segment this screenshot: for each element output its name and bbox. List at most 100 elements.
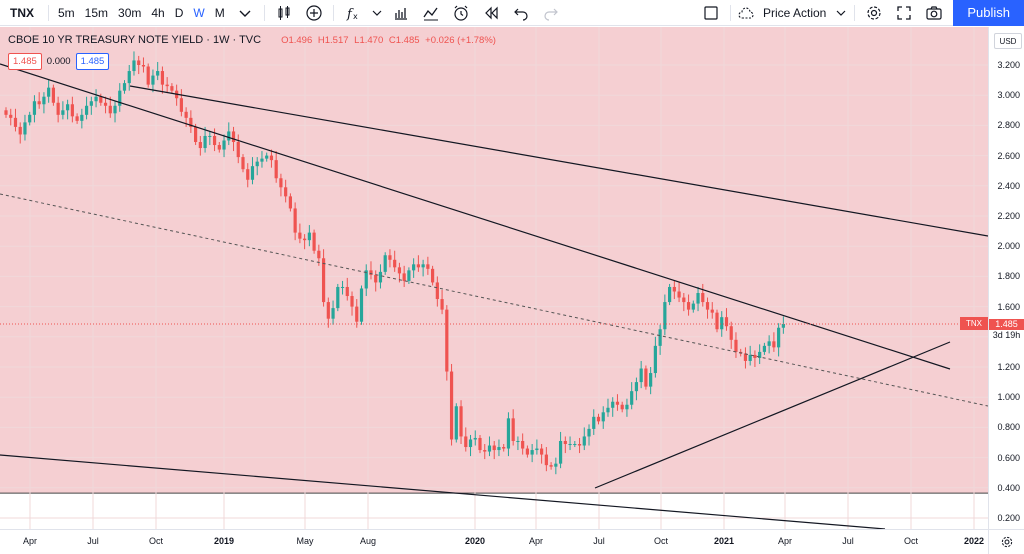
candle-body [459,406,463,437]
candle-body [426,264,430,269]
candle-body [250,166,255,180]
compare-line-chart-icon[interactable] [416,0,446,26]
cloud-save-icon[interactable] [735,0,757,26]
fullscreen-icon[interactable] [889,0,919,26]
candle-body [151,75,155,85]
price-tick-label: 0.200 [997,513,1020,523]
candle-body [686,302,691,310]
interval-30m-button[interactable]: 30m [118,5,142,20]
interval-15m-button[interactable]: 15m [84,5,109,20]
currency-button[interactable]: USD [994,33,1022,49]
bid-price-box[interactable]: 1.485 [8,53,42,70]
candle-body [682,297,686,303]
time-axis[interactable]: Apr Jul Oct 2019 May Aug 2020 Apr Jul Oct 2021 Apr J… [0,529,988,554]
candle-body [217,145,221,150]
candle-body [724,317,729,327]
price-axis[interactable]: 3.200 3.000 2.800 2.600 2.400 2.200 2.000 1.800… [988,27,1024,529]
candle-body [767,341,771,346]
time-tick-label: 2020 [464,536,486,546]
candle-body [435,282,439,300]
candle-body [246,169,250,180]
last-price-label: 1.485 3d 19h [989,317,1024,342]
candle-body [227,131,231,141]
snapshot-camera-icon[interactable] [919,0,949,26]
interval-5m-button[interactable]: 5m [58,5,75,20]
publish-button[interactable]: Publish [953,0,1024,26]
candle-body [156,71,160,76]
layout-chevron-down-icon[interactable] [832,0,850,26]
time-tick-label: Apr [777,536,793,546]
candle-body [75,116,79,121]
candle-body [284,187,288,197]
candle-body [464,436,468,448]
candle-body [170,86,174,91]
candle-body [497,447,501,451]
time-tick-label: Jul [87,536,99,546]
candle-body [407,270,411,281]
time-tick-label: Apr [528,536,544,546]
redo-arrow-icon[interactable] [536,0,566,26]
candle-body [359,288,364,322]
candle-body [317,250,321,259]
candle-body [13,117,18,127]
candle-body [701,293,705,303]
candle-body [492,445,496,451]
candle-body [18,126,22,135]
candle-body [625,404,629,410]
interval-dropdown-chevron-icon[interactable] [230,0,260,26]
candle-body [530,450,534,455]
chart-pane[interactable] [0,27,988,529]
candle-body [47,87,51,97]
candle-body [402,273,406,281]
ask-price-box[interactable]: 1.485 [75,53,110,70]
settings-gear-icon[interactable] [859,0,889,26]
layout-name-button[interactable]: Price Action [762,5,827,20]
candle-body [502,447,506,449]
candle-body [70,104,74,117]
select-layout-square-icon[interactable] [696,0,726,26]
candle-body [720,317,724,330]
candle-body [710,309,714,313]
candle-body [753,354,757,358]
candle-body [241,157,245,170]
price-chart-svg[interactable] [0,27,988,529]
close-value: C1.485 [388,34,420,46]
symbol-title[interactable]: CBOE 10 YR TREASURY NOTE YIELD · 1W · TV… [8,34,262,46]
add-indicator-plus-icon[interactable] [299,0,329,26]
candle-body [127,71,131,84]
candle-body [350,296,354,307]
interval-4h-button[interactable]: 4h [151,5,165,20]
financials-bar-chart-icon[interactable] [386,0,416,26]
interval-m-button[interactable]: M [214,5,225,20]
candle-body [231,131,236,143]
candle-body [179,98,183,112]
candle-body [549,465,553,467]
highlight-zone [0,27,988,494]
replay-rewind-icon[interactable] [476,0,506,26]
alert-clock-icon[interactable] [446,0,476,26]
candle-body [66,104,70,111]
candle-body [691,303,695,310]
interval-d-button[interactable]: D [174,5,184,20]
candle-body [606,407,610,413]
interval-w-button[interactable]: W [193,5,205,20]
candle-body [388,255,392,260]
high-value: H1.517 [317,34,349,46]
chart-type-candles-icon[interactable] [269,0,299,26]
indicators-chevron-down-icon[interactable] [368,0,386,26]
price-tick-label: 1.200 [997,362,1020,372]
candle-body [165,84,169,87]
candle-body [772,341,776,348]
settings-gear-icon[interactable] [1000,535,1014,549]
undo-arrow-icon[interactable] [506,0,536,26]
lower-channel-line [0,454,886,529]
symbol-search-button[interactable]: TNX [10,5,34,20]
candle-body [108,105,112,114]
chart-settings-corner[interactable] [988,529,1024,554]
candle-body [208,135,212,137]
candle-body [677,291,681,298]
candle-body [473,437,477,440]
candle-body [611,401,615,408]
